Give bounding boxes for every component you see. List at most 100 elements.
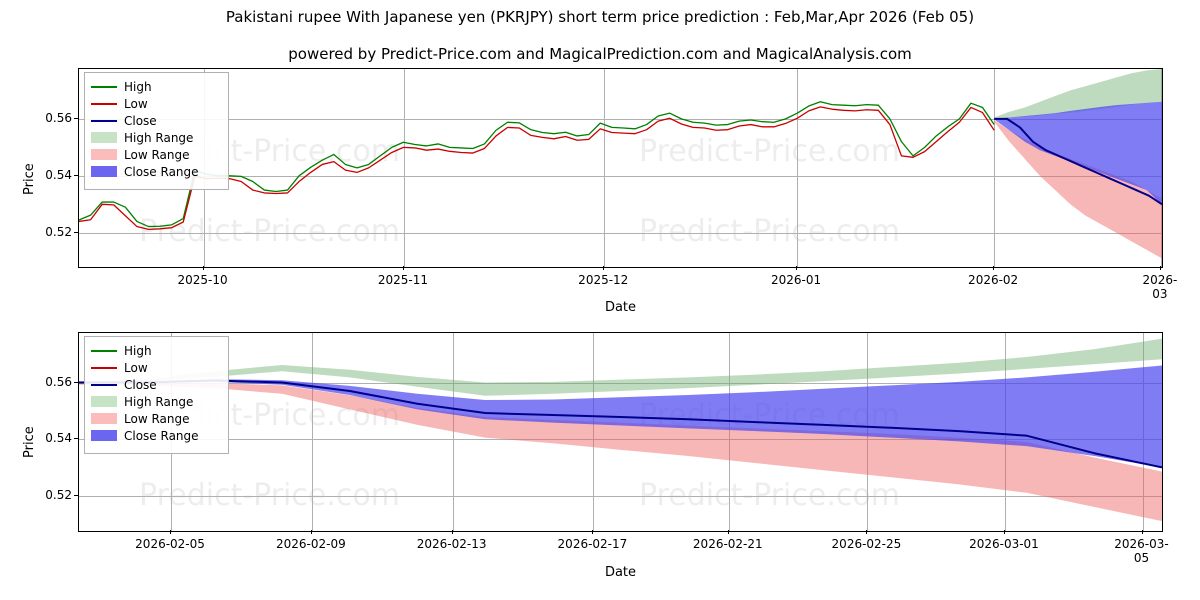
y-axis-tick-label: 0.52: [45, 487, 72, 502]
gridline-horizontal: [79, 439, 1162, 441]
x-axis-tick-mark: [796, 266, 798, 270]
legend-swatch-low-range-icon: [91, 149, 117, 160]
legend-item-close: Close: [91, 112, 220, 129]
y-axis-tick-label: 0.54: [45, 167, 72, 182]
legend-swatch-low-range-icon: [91, 413, 117, 424]
y-axis-tick-mark: [74, 231, 78, 233]
x-axis-tick-mark: [451, 530, 453, 534]
page-title: Pakistani rupee With Japanese yen (PKRJP…: [225, 8, 975, 26]
legend-item-high: High: [91, 342, 220, 359]
x-axis-tick-label: 2025-12: [578, 273, 629, 287]
plot-series: [79, 338, 1162, 522]
legend-label-low: Low: [124, 96, 148, 111]
y-axis-tick-label: 0.56: [45, 374, 72, 389]
legend-swatch-high-range-icon: [91, 396, 117, 407]
legend-item-close: Close: [91, 376, 220, 393]
top-plot-area: Predict-Price.com Predict-Price.com Predic…: [78, 68, 1163, 268]
top-legend: High Low Close High Range Low Range Clos…: [84, 72, 229, 190]
legend-swatch-close-icon: [91, 115, 117, 126]
legend-item-high-range: High Range: [91, 393, 220, 410]
x-axis-tick-mark: [1159, 266, 1161, 270]
legend-swatch-close-icon: [91, 379, 117, 390]
x-axis-tick-label: 2026-02-13: [416, 537, 487, 551]
legend-label-high-range: High Range: [124, 394, 194, 409]
legend-swatch-low-icon: [91, 98, 117, 109]
x-axis-tick-label: 2026-02-05: [135, 537, 205, 551]
x-axis-tick-label: 2026-03: [1142, 273, 1178, 301]
x-axis-tick-mark: [1141, 530, 1143, 534]
close-range-band: [994, 101, 1162, 205]
legend-swatch-close-range-icon: [91, 166, 117, 177]
legend-swatch-high-icon: [91, 345, 117, 356]
top-x-axis-label: Date: [604, 300, 637, 315]
close-line: [994, 117, 1162, 206]
x-axis-tick-label: 2026-02-25: [831, 537, 902, 551]
high-line: [79, 101, 995, 228]
legend-item-close-range: Close Range: [91, 427, 220, 444]
legend-item-low-range: Low Range: [91, 146, 220, 163]
y-axis-tick-label: 0.56: [45, 110, 72, 125]
legend-label-high: High: [124, 343, 152, 358]
legend-item-low: Low: [91, 359, 220, 376]
bottom-x-axis-label: Date: [604, 565, 637, 580]
x-axis-tick-label: 2026-02-09: [275, 537, 346, 551]
legend-swatch-close-range-icon: [91, 430, 117, 441]
legend-item-high: High: [91, 78, 220, 95]
legend-item-high-range: High Range: [91, 129, 220, 146]
legend-label-low-range: Low Range: [124, 411, 190, 426]
x-axis-tick-mark: [993, 266, 995, 270]
legend-swatch-low-icon: [91, 362, 117, 373]
legend-label-low: Low: [124, 360, 148, 375]
gridline-horizontal: [79, 118, 1162, 120]
legend-label-low-range: Low Range: [124, 147, 190, 162]
gridline-vertical: [797, 69, 799, 267]
x-axis-tick-mark: [866, 530, 868, 534]
low-line: [79, 106, 995, 231]
y-axis-tick-label: 0.54: [45, 431, 72, 446]
low-range-band: [994, 120, 1162, 259]
x-axis-tick-mark: [592, 530, 594, 534]
y-axis-tick-mark: [74, 174, 78, 176]
x-axis-tick-mark: [402, 266, 404, 270]
gridline-vertical: [604, 69, 606, 267]
y-axis-tick-mark: [74, 438, 78, 440]
x-axis-tick-label: 2026-03-01: [969, 537, 1039, 551]
y-axis-tick-mark: [74, 117, 78, 119]
legend-label-high: High: [124, 79, 152, 94]
y-axis-tick-label: 0.52: [45, 224, 72, 239]
gridline-horizontal: [79, 175, 1162, 177]
legend-label-close-range: Close Range: [124, 428, 199, 443]
low-range-band: [79, 382, 1162, 522]
gridline-vertical: [403, 69, 405, 267]
plot-series: [79, 69, 1162, 259]
x-axis-tick-label: 2025-11: [377, 273, 428, 287]
x-axis-tick-mark: [202, 266, 204, 270]
bottom-legend: High Low Close High Range Low Range Clos…: [84, 336, 229, 454]
page-subtitle: powered by Predict-Price.com and Magical…: [288, 45, 912, 63]
gridline-vertical: [452, 333, 454, 531]
legend-label-close-range: Close Range: [124, 164, 199, 179]
y-axis-tick-mark: [74, 381, 78, 383]
x-axis-tick-label: 2026-02-21: [692, 537, 763, 551]
legend-label-close: Close: [124, 377, 157, 392]
x-axis-tick-mark: [170, 530, 172, 534]
x-axis-tick-label: 2025-10: [177, 273, 228, 287]
legend-item-low: Low: [91, 95, 220, 112]
gridline-horizontal: [79, 495, 1162, 497]
gridline-horizontal: [79, 382, 1162, 384]
legend-label-close: Close: [124, 113, 157, 128]
legend-swatch-high-icon: [91, 81, 117, 92]
y-axis-tick-mark: [74, 494, 78, 496]
close-line: [79, 379, 1162, 469]
bottom-plot-area: Predict-Price.com Predict-Price.com Predic…: [78, 332, 1163, 532]
gridline-vertical: [994, 69, 996, 267]
high-range-band: [994, 69, 1162, 119]
gridline-vertical: [728, 333, 730, 531]
high-range-band: [79, 338, 1162, 396]
legend-item-low-range: Low Range: [91, 410, 220, 427]
x-axis-tick-mark: [1003, 530, 1005, 534]
x-axis-tick-label: 2026-02: [968, 273, 1019, 287]
x-axis-tick-label: 2026-01: [770, 273, 822, 287]
gridline-horizontal: [79, 232, 1162, 234]
